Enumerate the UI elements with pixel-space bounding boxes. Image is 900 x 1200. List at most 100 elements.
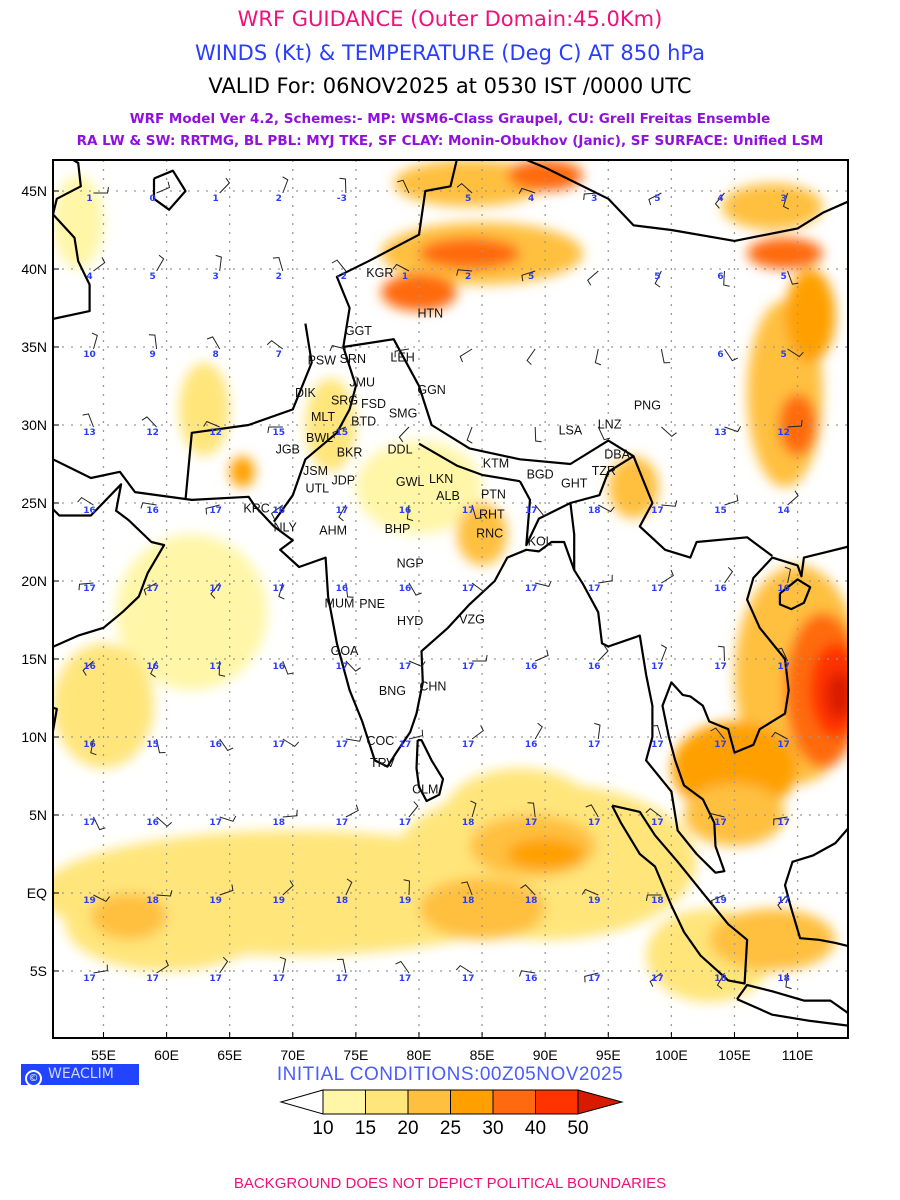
temperature-value: 17 [273, 584, 286, 594]
temperature-value: 18 [462, 818, 475, 828]
legend-swatch [365, 1089, 409, 1115]
city-label: JSM [303, 464, 328, 478]
wind-barb [282, 809, 298, 818]
color-legend: 10 15 20 25 30 40 50 [279, 1089, 624, 1139]
city-label: DDL [388, 442, 413, 456]
wind-barb [272, 256, 284, 272]
wind-barb [93, 816, 106, 831]
city-label: CHN [419, 680, 446, 694]
wind-barb [724, 494, 739, 506]
temperature-value: 17 [273, 974, 286, 984]
legend-label: 30 [482, 1118, 503, 1139]
wind-barb [282, 176, 289, 194]
wind-barb [598, 504, 615, 513]
temperature-value: 5 [528, 272, 534, 282]
temperature-value: 17 [146, 974, 159, 984]
temperature-value: 17 [209, 506, 222, 516]
wind-barb [534, 649, 549, 662]
wind-barb [660, 348, 671, 364]
temperature-value: 16 [525, 662, 538, 672]
city-label: PNE [359, 597, 385, 611]
boundary-nepal-s [418, 442, 521, 483]
temperature-value: 17 [462, 662, 475, 672]
wind-barb [403, 879, 411, 896]
wind-barb [345, 735, 363, 742]
wind-barb [521, 270, 536, 282]
wind-barb [219, 177, 231, 194]
boundary-oman [53, 483, 166, 649]
legend-label: 25 [440, 1118, 461, 1139]
wind-barb [282, 660, 294, 675]
wind-barb [156, 959, 169, 974]
city-label: BKR [337, 446, 363, 460]
lat-lon-grid [53, 160, 848, 1038]
temperature-value: 17 [777, 818, 790, 828]
shading-area [709, 908, 836, 971]
wind-barb [90, 738, 97, 756]
city-label: BTD [351, 414, 376, 428]
temperature-value: 18 [273, 818, 286, 828]
temperature-value: 16 [83, 506, 96, 516]
city-label: JDP [331, 474, 355, 488]
temperature-value: 6 [717, 350, 723, 360]
wind-barb [710, 727, 725, 740]
temperature-value: 14 [777, 506, 790, 516]
wind-barb [282, 880, 294, 896]
wind-barb [534, 426, 542, 443]
lat-tick-label: 15N [21, 651, 47, 667]
legend-arrow-low [279, 1089, 324, 1115]
city-label: AHM [319, 524, 347, 538]
valid-time: VALID For: 06NOV2025 at 0530 IST /0000 U… [208, 74, 692, 98]
temperature-value: 5 [149, 272, 155, 282]
lat-tick-label: 30N [21, 417, 47, 433]
temperature-value: 16 [588, 662, 601, 672]
wind-barb [651, 724, 662, 740]
temperature-value: 5 [465, 194, 471, 204]
temperature-value: 4 [86, 272, 92, 282]
boundary-bangladesh [518, 480, 576, 571]
boundary-borneo [783, 826, 848, 948]
wind-barb [331, 259, 347, 272]
temperature-value: 17 [462, 506, 475, 516]
temperature-value: 12 [777, 428, 790, 438]
temperature-value: 16 [209, 740, 222, 750]
wind-barb [210, 582, 221, 599]
city-label: SRG [331, 394, 358, 408]
shading-area [53, 643, 154, 769]
wind-barb [203, 420, 220, 428]
boundary-myanmar [570, 455, 635, 505]
shading-area [747, 237, 823, 269]
temperature-value: 17 [209, 584, 222, 594]
wind-barb [93, 894, 110, 903]
wind-barb [345, 582, 354, 598]
model-info-line-2: RA LW & SW: RRTMG, BL PBL: MYJ TKE, SF C… [76, 133, 824, 149]
wind-barb [206, 336, 221, 350]
temperature-value: 3 [591, 194, 597, 204]
temperature-value: 19 [83, 896, 96, 906]
temperature-value: 17 [462, 584, 475, 594]
wind-barb [77, 496, 94, 506]
wind-barb [724, 566, 734, 584]
wind-barb [408, 801, 419, 818]
temperature-value: 17 [399, 740, 412, 750]
temperature-value: 18 [714, 974, 727, 984]
temperature-value: 17 [714, 662, 727, 672]
wind-barb [785, 972, 792, 990]
wind-barb [336, 958, 347, 974]
temperature-value: 17 [525, 506, 538, 516]
lon-tick-label: 65E [217, 1047, 242, 1063]
temperature-value: 16 [525, 740, 538, 750]
city-label: HYD [397, 614, 423, 628]
lon-tick-label: 110E [782, 1047, 814, 1063]
temperature-value: 19 [588, 896, 601, 906]
shading-area [721, 183, 823, 231]
wind-barb [784, 566, 792, 584]
wind-barb [282, 738, 300, 748]
temperature-value: 17 [777, 740, 790, 750]
city-label: RHT [479, 508, 505, 522]
city-label: HTN [417, 307, 443, 321]
lon-tick-label: 70E [280, 1047, 305, 1063]
temperature-value: 17 [399, 818, 412, 828]
temperature-value: 5 [780, 272, 786, 282]
wind-barb [587, 270, 599, 286]
